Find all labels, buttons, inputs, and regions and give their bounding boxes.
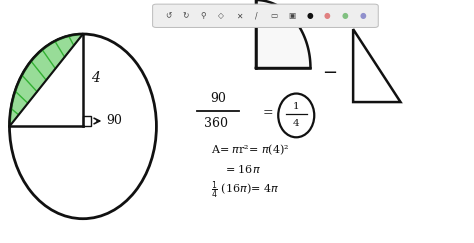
Text: ●: ● [342,11,348,20]
Text: ✕: ✕ [236,11,242,20]
Polygon shape [256,0,310,68]
Text: ●: ● [306,11,313,20]
Text: = 16$\pi$: = 16$\pi$ [225,163,261,175]
Text: ▣: ▣ [288,11,296,20]
Text: ↺: ↺ [165,11,172,20]
Text: 360: 360 [204,117,228,130]
FancyBboxPatch shape [153,4,378,27]
Text: =: = [263,106,273,120]
Text: 4: 4 [91,71,100,85]
Text: ●: ● [324,11,330,20]
Polygon shape [9,34,83,126]
Text: $\frac{1}{4}$ (16$\pi$)= 4$\pi$: $\frac{1}{4}$ (16$\pi$)= 4$\pi$ [211,180,279,201]
Text: 90: 90 [107,114,122,128]
Text: 90: 90 [210,92,226,105]
Text: ●: ● [359,11,366,20]
Text: −: − [322,64,337,82]
Text: ◇: ◇ [219,11,224,20]
Text: 4: 4 [293,119,300,129]
Text: ⚲: ⚲ [201,11,206,20]
Text: /: / [255,11,258,20]
Text: A= $\pi$r²= $\pi$(4)²: A= $\pi$r²= $\pi$(4)² [211,142,290,157]
Text: 1: 1 [293,102,300,112]
Text: ↻: ↻ [183,11,189,20]
Text: ▭: ▭ [271,11,278,20]
